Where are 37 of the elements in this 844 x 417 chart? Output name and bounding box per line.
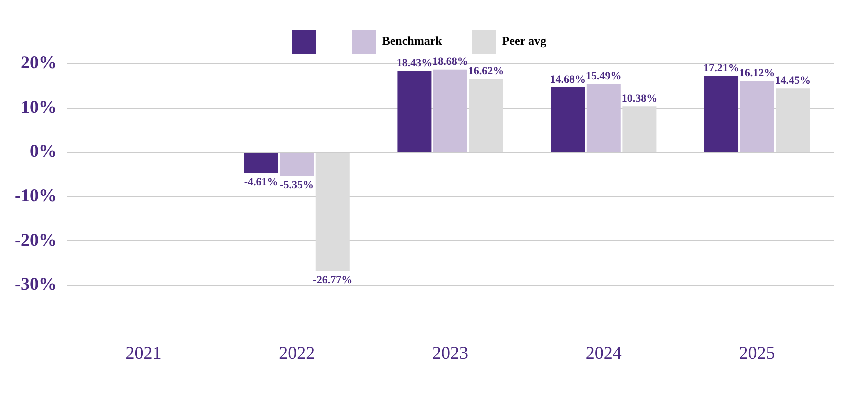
y-tick-label: 10% [20, 96, 57, 117]
bar [622, 106, 657, 152]
bar [316, 153, 350, 272]
legend-label: Peer avg [502, 34, 546, 48]
bar [551, 88, 586, 152]
bar [280, 153, 314, 176]
x-tick-label: 2025 [739, 342, 776, 363]
data-label: 14.68% [550, 74, 586, 86]
data-label: 18.68% [432, 56, 468, 68]
bar [398, 70, 432, 152]
x-tick-label: 2024 [586, 342, 622, 363]
y-tick-label: -10% [14, 185, 57, 206]
data-label: 10.38% [622, 92, 658, 105]
y-tick-label: -20% [14, 230, 57, 250]
bar [704, 76, 739, 152]
data-label: 15.49% [586, 70, 622, 82]
data-label: 16.62% [468, 65, 504, 78]
bar [740, 81, 774, 152]
bar [433, 70, 468, 152]
data-label: 14.45% [775, 74, 811, 87]
data-label: -4.61% [244, 176, 278, 188]
x-tick-label: 2022 [279, 342, 316, 363]
data-label: -26.77% [313, 274, 353, 286]
data-label: 16.12% [739, 68, 776, 80]
bar [776, 88, 810, 152]
y-tick-label: 0% [30, 141, 57, 162]
data-label: 17.21% [704, 62, 740, 75]
data-label: 18.43% [396, 57, 433, 70]
y-tick-label: -30% [14, 274, 57, 294]
x-tick-label: 2021 [126, 342, 162, 363]
bar [469, 78, 504, 152]
legend-label: Benchmark [382, 34, 443, 48]
y-tick-label: 20% [20, 52, 57, 73]
x-tick-label: 2023 [432, 342, 468, 363]
bar [244, 153, 278, 173]
data-label: -5.35% [280, 180, 314, 192]
bar [586, 84, 621, 152]
